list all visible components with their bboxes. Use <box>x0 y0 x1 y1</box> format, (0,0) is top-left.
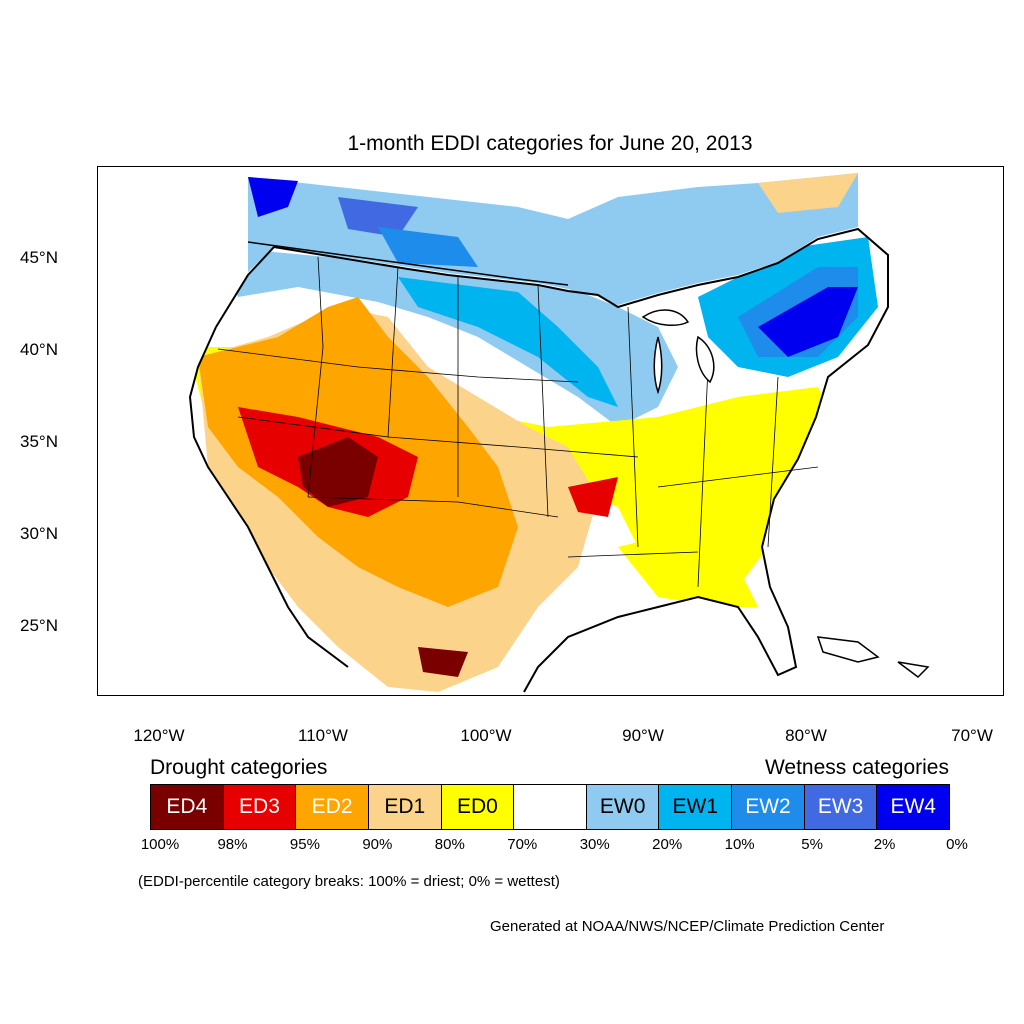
lon-label-80: 80°W <box>785 726 827 745</box>
category-note: (EDDI-percentile category breaks: 100% =… <box>138 873 560 890</box>
lat-label-35: 35°N <box>20 432 58 451</box>
caribbean-islands <box>816 636 880 663</box>
great-lakes <box>641 309 690 327</box>
legend-box-ew0: EW0 <box>586 785 660 829</box>
percentile-label: 10% <box>724 836 755 853</box>
coastline <box>215 227 889 693</box>
percentile-label: 0% <box>946 836 968 853</box>
percentile-label: 5% <box>801 836 823 853</box>
lon-label-70: 70°W <box>951 726 993 745</box>
percentile-label: 95% <box>289 836 320 853</box>
drought-heading: Drought categories <box>150 756 328 779</box>
us-canada-border <box>247 241 569 286</box>
credit-line: Generated at NOAA/NWS/NCEP/Climate Predi… <box>490 918 885 935</box>
map-title: 1-month EDDI categories for June 20, 201… <box>347 132 753 155</box>
legend-box-ed2: ED2 <box>296 785 369 829</box>
drought-ed4 <box>298 437 378 507</box>
legend-box-ed1: ED1 <box>368 785 442 829</box>
percentile-label: 90% <box>362 836 393 853</box>
wet-region-north <box>218 247 678 427</box>
legend-box-ed3: ED3 <box>223 785 297 829</box>
legend-box-ew1: EW1 <box>659 785 733 829</box>
percentile-label: 30% <box>579 836 610 853</box>
state-borders <box>217 256 819 588</box>
lat-label-40: 40°N <box>20 340 58 359</box>
lat-label-25: 25°N <box>20 616 58 635</box>
eddi-map <box>188 173 930 693</box>
wetness-heading: Wetness categories <box>764 756 949 779</box>
lon-label-120: 120°W <box>133 726 185 745</box>
lon-label-110: 110°W <box>298 726 348 745</box>
percentile-label: 70% <box>507 836 538 853</box>
legend-box-ew3: EW3 <box>804 785 878 829</box>
percentile-label: 80% <box>434 836 465 853</box>
legend-box-ew4: EW4 <box>877 785 950 829</box>
percentile-label: 100% <box>140 836 180 853</box>
lat-label-45: 45°N <box>20 248 58 267</box>
percentile-label: 2% <box>873 836 896 853</box>
legend-box-ew2: EW2 <box>732 785 805 829</box>
legend-box-ed0: ED0 <box>441 785 515 829</box>
lon-label-100: 100°W <box>460 726 512 745</box>
percentile-label: 20% <box>652 836 683 853</box>
percentile-label: 98% <box>217 836 248 853</box>
lon-label-90: 90°W <box>622 726 664 745</box>
map-panel <box>97 166 1004 696</box>
legend-box-neutral <box>514 785 587 829</box>
wet-region-bc <box>248 177 298 217</box>
lat-label-30: 30°N <box>20 524 58 543</box>
legend-color-bar: ED4 ED3 ED2 ED1 ED0 EW0 EW1 EW2 EW3 EW4 <box>150 784 950 830</box>
legend-box-ed4: ED4 <box>151 785 224 829</box>
